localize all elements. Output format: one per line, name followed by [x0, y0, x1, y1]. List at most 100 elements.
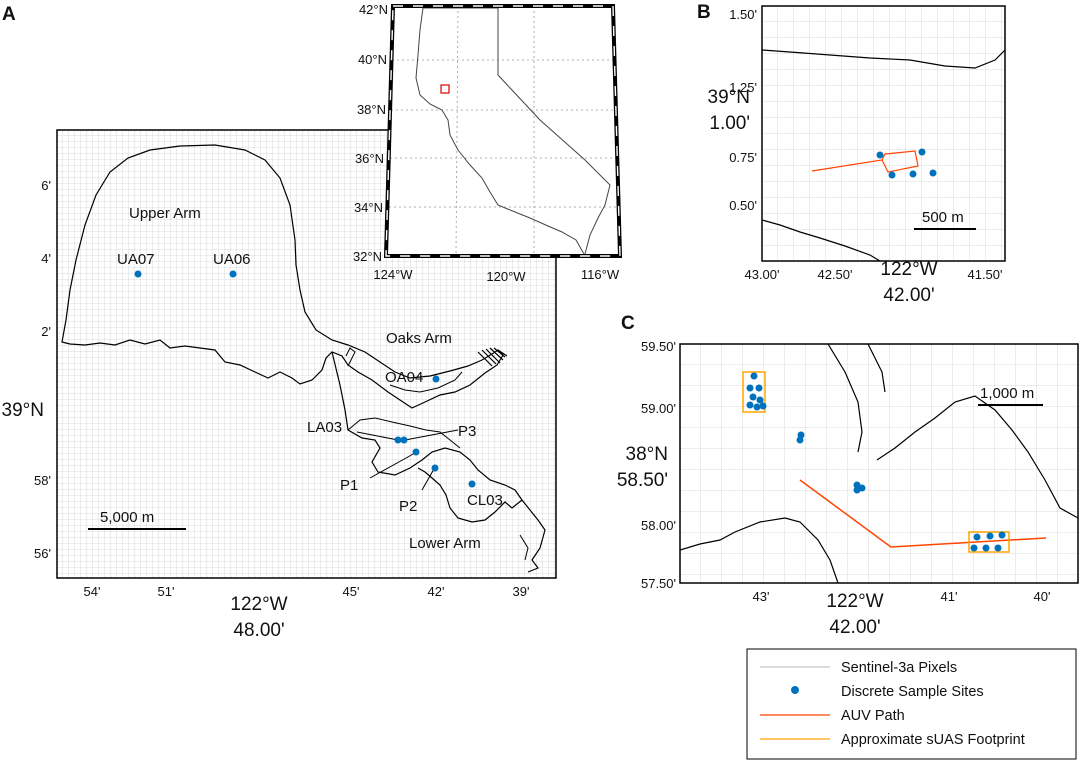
legend-site-symbol: [791, 686, 799, 694]
site-p1-dot: [412, 448, 420, 456]
c-ymajor-1: 58.50': [617, 470, 668, 491]
b-xtick-1: 42.50': [817, 267, 852, 282]
b-site-1: [876, 151, 884, 159]
a-xtick-1: 51': [158, 584, 175, 599]
panel-a-x-axis: 54' 51' 45' 42' 39' 122°W 48.00': [84, 584, 530, 641]
panel-c-shore-north: [827, 344, 863, 453]
b-ytick-0: 1.50': [729, 7, 757, 22]
legend-label-sites: Discrete Sample Sites: [841, 684, 984, 700]
site-la03-label: LA03: [307, 419, 342, 436]
a-ytick-3: 58': [34, 473, 51, 488]
panel-b-y-axis: 1.50' 1.25' 39°N 1.00' 0.75' 0.50': [708, 7, 757, 213]
c-xtick-2: 40': [1034, 589, 1051, 604]
legend-label-pixels: Sentinel-3a Pixels: [841, 660, 957, 676]
c-ytick-2: 58.00': [641, 518, 676, 533]
panel-b: B 1.50' 1.25' 39°N 1.00' 0.75' 0.50' 43.…: [697, 2, 1006, 306]
site-p3-label: P3: [458, 423, 476, 440]
panel-b-x-axis: 43.00' 42.50' 41.50' 122°W 42.00': [744, 259, 1002, 306]
c-ytick-3: 57.50': [641, 576, 676, 591]
lower-arm-channel: [347, 417, 529, 561]
inset-lat-36: 36°N: [355, 151, 384, 166]
legend-label-auv: AUV Path: [841, 708, 905, 724]
b-ytick-2: 0.75': [729, 150, 757, 165]
panel-c-y-axis: 59.50' 59.00' 38°N 58.50' 58.00' 57.50': [617, 339, 676, 591]
panel-c-suas-footprint-west: [742, 371, 766, 413]
site-oa04-dot: [432, 375, 440, 383]
b-site-3: [888, 171, 896, 179]
panel-a-lake: [61, 144, 546, 573]
legend-labels: Sentinel-3a Pixels Discrete Sample Sites…: [841, 660, 1025, 748]
c-ytick-0: 59.50': [641, 339, 676, 354]
a-xtick-4: 39': [513, 584, 530, 599]
b-ytick-3: 0.50': [729, 198, 757, 213]
a-ytick-2: 2': [41, 324, 51, 339]
inset-state-border: [497, 8, 611, 255]
inset-lon-labels: 124°W 120°W 116°W: [373, 267, 619, 284]
panel-b-north-shore: [762, 49, 1005, 69]
panel-a-sites: [134, 270, 476, 488]
b-site-2: [918, 148, 926, 156]
site-ua07-label: UA07: [117, 251, 155, 268]
upper-arm-shoreline: [61, 144, 504, 409]
c-xmajor-1: 42.00': [829, 617, 880, 638]
legend: Sentinel-3a Pixels Discrete Sample Sites…: [746, 648, 1077, 760]
panel-b-frame: [761, 5, 1006, 262]
panel-b-auv-path: [811, 150, 919, 173]
b-ymajor-0: 39°N: [708, 87, 750, 108]
b-site-5: [929, 169, 937, 177]
inset-lat-labels: 42°N 40°N 38°N 36°N 34°N 32°N: [353, 2, 388, 264]
panel-a-y-axis: 6' 4' 2' 39°N 58' 56': [2, 178, 51, 561]
inset-lat-32: 32°N: [353, 249, 382, 264]
inset-lon-124: 124°W: [373, 267, 413, 282]
c-xtick-1: 41': [941, 589, 958, 604]
c-xmajor-0: 122°W: [826, 591, 883, 612]
panel-b-scale-bar: 500 m: [914, 209, 976, 230]
panel-c-scale-bar: 1,000 m: [978, 385, 1043, 406]
a-ymajor: 39°N: [2, 400, 44, 421]
inset-map: 42°N 40°N 38°N 36°N 34°N 32°N 124°W 120°…: [353, 2, 623, 284]
panel-c-frame: [679, 343, 1079, 584]
site-cl03-label: CL03: [467, 492, 503, 509]
panel-b-grid: [762, 6, 1005, 261]
a-ytick-4: 56': [34, 546, 51, 561]
panel-c-content: [680, 344, 1078, 583]
site-p1-label: P1: [340, 477, 358, 494]
a-ytick-1: 4': [41, 251, 51, 266]
site-p2-label: P2: [399, 498, 417, 515]
c-ytick-1: 59.00': [641, 401, 676, 416]
b-xmajor-1: 42.00': [883, 285, 934, 306]
panel-b-south-shore: [762, 219, 881, 261]
region-lower-arm: Lower Arm: [409, 535, 481, 552]
oaks-arm-bay: [345, 347, 463, 393]
region-upper-arm: Upper Arm: [129, 205, 201, 222]
site-ua07-dot: [134, 270, 142, 278]
site-ua06-dot: [229, 270, 237, 278]
site-oa04-label: OA04: [385, 369, 423, 386]
panel-c: C 59.50' 59.00' 38°N 58.5: [617, 313, 1079, 638]
panel-a-scale-bar: 5,000 m: [88, 509, 186, 530]
panel-c-shore-south: [680, 517, 839, 583]
region-oaks-arm: Oaks Arm: [386, 330, 452, 347]
inset-background: [386, 6, 620, 256]
inset-lat-42: 42°N: [359, 2, 388, 17]
panel-c-sites: [746, 372, 1006, 552]
panel-c-suas-footprint-east: [968, 531, 1010, 553]
inset-lon-120: 120°W: [486, 269, 526, 284]
b-xtick-0: 43.00': [744, 267, 779, 282]
panel-c-shore-east: [876, 395, 1078, 519]
panel-a-label: A: [2, 4, 16, 25]
site-la03-dot: [394, 436, 402, 444]
c-xtick-0: 43': [753, 589, 770, 604]
a-xtick-2: 45': [343, 584, 360, 599]
site-ua06-label: UA06: [213, 251, 251, 268]
panel-c-grid: [680, 344, 1078, 583]
a-ytick-0: 6': [41, 178, 51, 193]
inset-california-coast: [415, 7, 585, 255]
panel-c-x-axis: 43' 41' 40' 122°W 42.00': [753, 589, 1051, 638]
panel-a-site-labels: UA07 UA06 OA04 LA03 P3 P1 P2 CL03: [117, 251, 503, 515]
panel-c-label: C: [621, 313, 635, 334]
panel-a-region-labels: Upper Arm Oaks Arm Lower Arm: [129, 205, 481, 552]
inset-lat-40: 40°N: [358, 52, 387, 67]
site-p2-dot: [431, 464, 439, 472]
inset-lon-116: 116°W: [581, 267, 620, 282]
